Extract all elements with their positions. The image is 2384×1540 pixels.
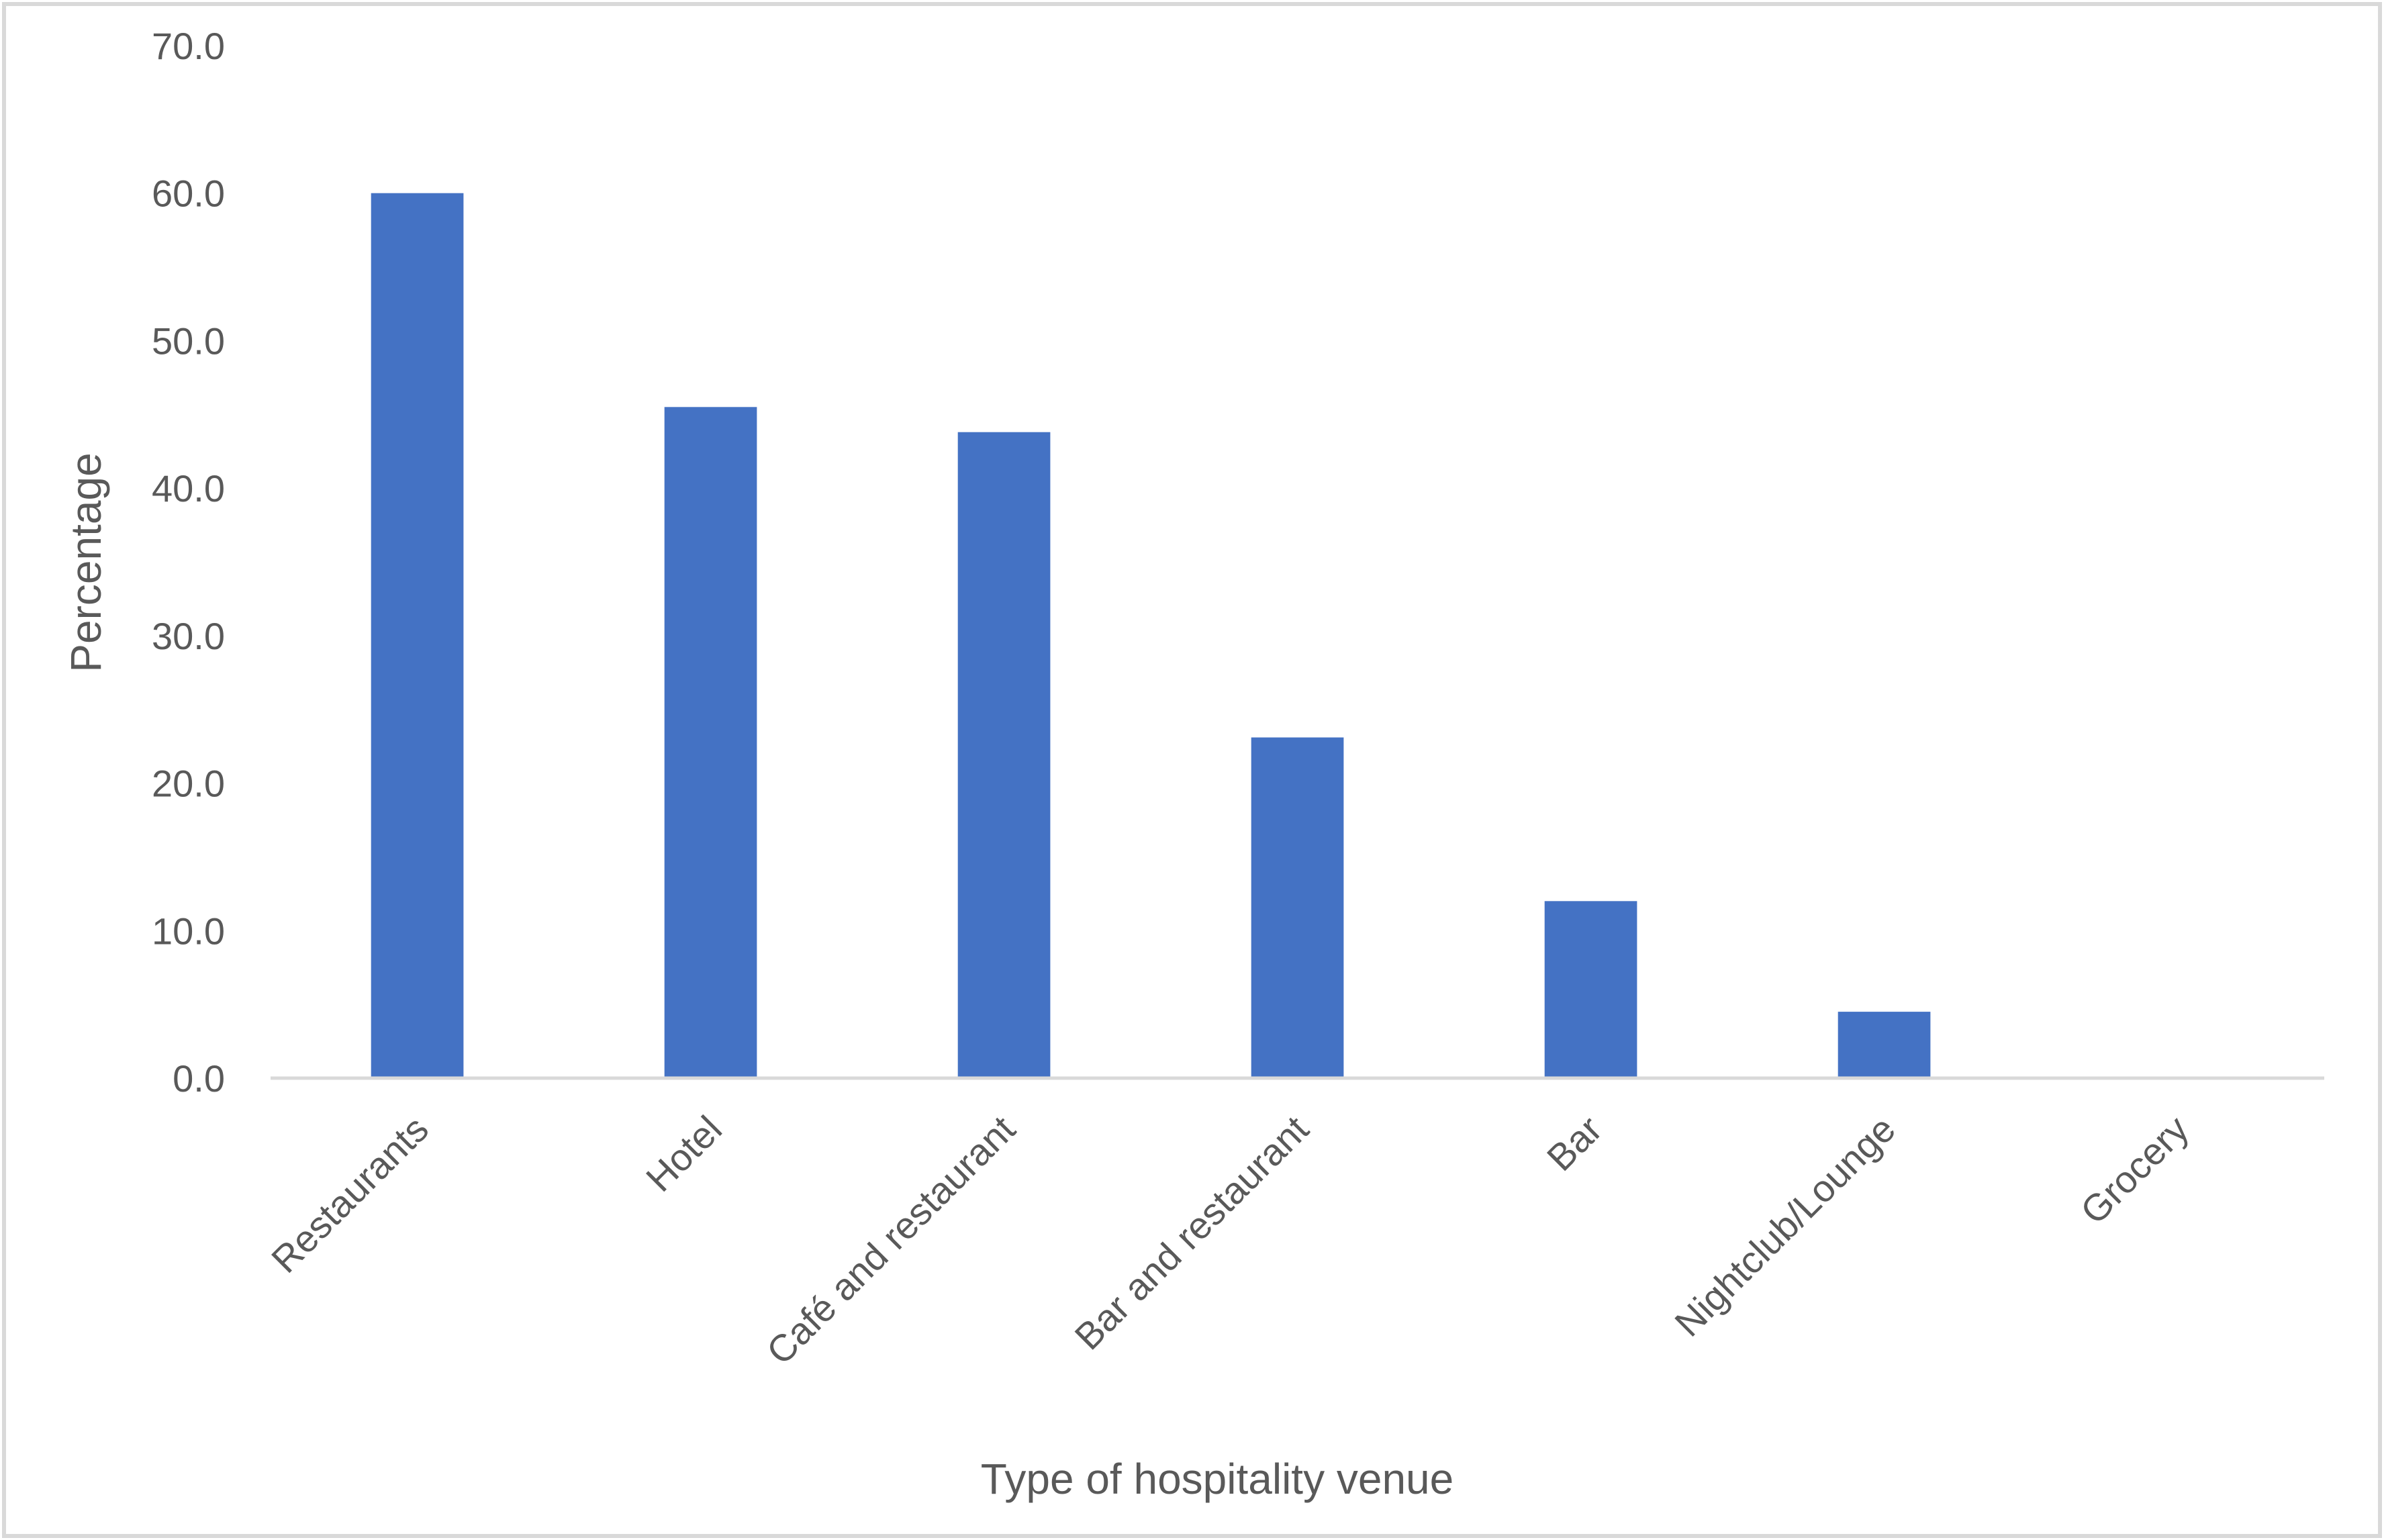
bar-hotel <box>664 407 757 1078</box>
y-tick-label: 70.0 <box>152 25 225 67</box>
y-tick-label: 30.0 <box>152 615 225 657</box>
bar-bar <box>1544 901 1637 1078</box>
y-tick-label: 60.0 <box>152 173 225 215</box>
bar-bar-and-restaurant <box>1251 737 1344 1078</box>
bar-nightclub-lounge <box>1838 1012 1931 1078</box>
bar-caf-and-restaurant <box>957 432 1051 1078</box>
y-tick-label: 10.0 <box>152 910 225 952</box>
y-axis-title: Percentage <box>62 452 110 672</box>
x-axis-title: Type of hospitality venue <box>981 1455 1453 1503</box>
bars-layer <box>371 193 1931 1079</box>
y-tick-label: 40.0 <box>152 467 225 510</box>
y-tick-labels: 0.0 10.0 20.0 30.0 40.0 50.0 60.0 70.0 <box>152 25 225 1100</box>
bar-restaurants <box>371 193 464 1079</box>
y-tick-label: 0.0 <box>173 1057 225 1100</box>
y-tick-label: 20.0 <box>152 763 225 805</box>
y-tick-label: 50.0 <box>152 320 225 362</box>
